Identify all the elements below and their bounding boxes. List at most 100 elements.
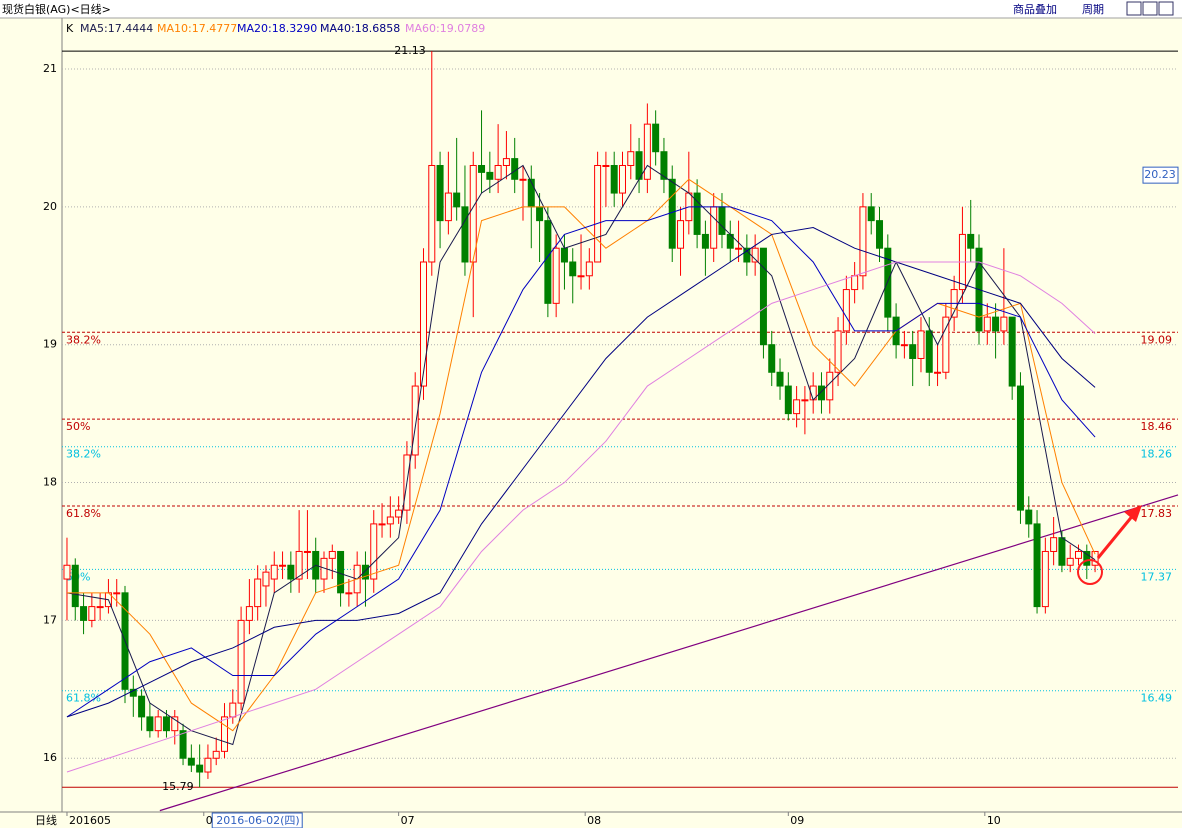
- candle-body: [643, 123, 651, 180]
- candle-body: [229, 702, 237, 718]
- y-tick-label: 17: [43, 613, 57, 626]
- candle-body: [295, 550, 303, 580]
- candle-body: [834, 330, 842, 373]
- candle-body: [63, 564, 71, 580]
- candle-body: [444, 192, 452, 222]
- candle-body: [337, 550, 345, 594]
- ma-line: [66, 206, 1096, 718]
- x-tick-label: 201605: [69, 814, 111, 827]
- candle-body: [1050, 537, 1058, 552]
- arrow-shaft: [1096, 513, 1136, 559]
- candle-body: [710, 206, 718, 249]
- candle-body: [502, 158, 510, 166]
- ma-line: [66, 164, 1096, 746]
- x-tick-label: 09: [790, 814, 804, 827]
- icon-left[interactable]: [1126, 1, 1142, 16]
- candle-body: [138, 695, 146, 718]
- candle-body: [544, 220, 552, 304]
- y-tick-label: 16: [43, 751, 57, 764]
- candle-body: [867, 206, 875, 222]
- icon-right[interactable]: [1142, 1, 1158, 16]
- candle-body: [793, 399, 801, 415]
- candle-body: [909, 344, 917, 359]
- candle-body: [925, 330, 933, 373]
- button-overlay[interactable]: 商品叠加: [1013, 2, 1057, 16]
- candle-body: [179, 730, 187, 759]
- candle-body: [279, 564, 287, 567]
- arrow-head: [1124, 505, 1142, 522]
- candle-body: [1033, 523, 1041, 608]
- button-period[interactable]: 周期: [1082, 3, 1104, 16]
- cursor-box: [211, 812, 303, 828]
- nav-icons[interactable]: [1126, 1, 1174, 16]
- level-value: 17.37: [1141, 570, 1173, 583]
- candle-body: [701, 233, 709, 249]
- extreme-label: 15.79: [162, 780, 194, 793]
- candle-body: [1016, 385, 1024, 511]
- candle-body: [270, 564, 278, 580]
- candle-body: [817, 385, 825, 401]
- ma-line: [66, 227, 1096, 718]
- candle-body: [204, 757, 212, 773]
- candle-body: [900, 344, 908, 347]
- candle-body: [536, 206, 544, 222]
- candle-body: [652, 123, 660, 153]
- y-tick-label: 21: [43, 62, 57, 75]
- candle-body: [461, 206, 469, 263]
- candle-body: [1008, 316, 1016, 387]
- candle-body: [328, 550, 336, 559]
- x-tick-label: 08: [587, 814, 601, 827]
- candle-body: [419, 261, 427, 387]
- candle-body: [469, 164, 477, 263]
- candle-body: [1083, 550, 1091, 566]
- candle-body: [602, 164, 610, 167]
- candle-body: [677, 220, 685, 249]
- legend-prefix: K: [66, 22, 74, 35]
- level-value: 18.26: [1141, 448, 1173, 461]
- candle-body: [1058, 537, 1066, 566]
- candle-body: [569, 261, 577, 277]
- candle-body: [751, 247, 759, 263]
- candle-body: [759, 247, 767, 346]
- candle-body: [378, 523, 386, 526]
- icon-max[interactable]: [1158, 1, 1174, 16]
- extreme-label: 21.13: [394, 44, 426, 57]
- candle-body: [577, 275, 585, 278]
- candle-body: [594, 164, 602, 263]
- candle-body: [345, 592, 353, 595]
- candle-body: [784, 385, 792, 415]
- header-title: 现货白银(AG)<日线>: [2, 2, 111, 16]
- candle-body: [992, 316, 1000, 332]
- candle-body: [693, 192, 701, 235]
- candle-body: [436, 164, 444, 222]
- candle-body: [934, 371, 942, 374]
- trendline: [159, 494, 1179, 812]
- candle-body: [428, 164, 436, 263]
- legend-entry: MA10:17.4777: [157, 22, 237, 35]
- candle-body: [552, 247, 560, 304]
- level-value: 18.46: [1141, 420, 1173, 433]
- candle-body: [884, 247, 892, 318]
- candle-body: [361, 564, 369, 580]
- candle-body: [851, 275, 859, 291]
- highlight: [1077, 505, 1142, 585]
- level-value: 19.09: [1141, 333, 1173, 346]
- candle-body: [1075, 550, 1083, 559]
- candle-body: [395, 509, 403, 518]
- ma-line: [66, 261, 1096, 773]
- candle-body: [245, 606, 253, 621]
- candle-body: [842, 289, 850, 332]
- candle-body: [146, 716, 154, 732]
- candle-body: [212, 750, 220, 759]
- candle-body: [585, 261, 593, 277]
- candle-body: [80, 606, 88, 621]
- candle-body: [370, 523, 378, 580]
- candle-body: [1091, 550, 1099, 566]
- candle-body: [527, 178, 535, 208]
- level-label: 50%: [66, 420, 90, 433]
- candle-body: [113, 592, 121, 595]
- level-label: 61.8%: [66, 692, 101, 705]
- candle-body: [171, 716, 179, 732]
- candle-body: [129, 688, 137, 697]
